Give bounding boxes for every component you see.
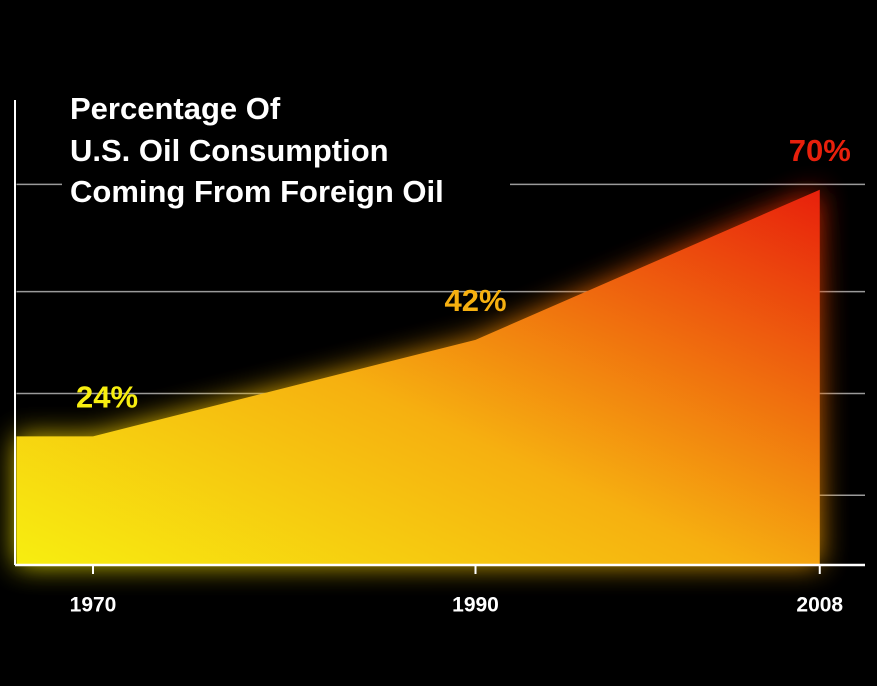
chart-title: Percentage Of	[70, 91, 281, 126]
chart-title: Coming From Foreign Oil	[70, 174, 444, 209]
title-backdrop	[62, 88, 510, 216]
value-label: 24%	[76, 380, 138, 415]
x-tick-label: 2008	[796, 594, 843, 617]
chart-title: U.S. Oil Consumption	[70, 133, 389, 168]
x-tick-label: 1970	[70, 594, 117, 617]
value-label: 42%	[444, 283, 506, 318]
x-tick-label: 1990	[452, 594, 499, 617]
value-label: 70%	[789, 133, 851, 168]
area	[16, 189, 820, 565]
